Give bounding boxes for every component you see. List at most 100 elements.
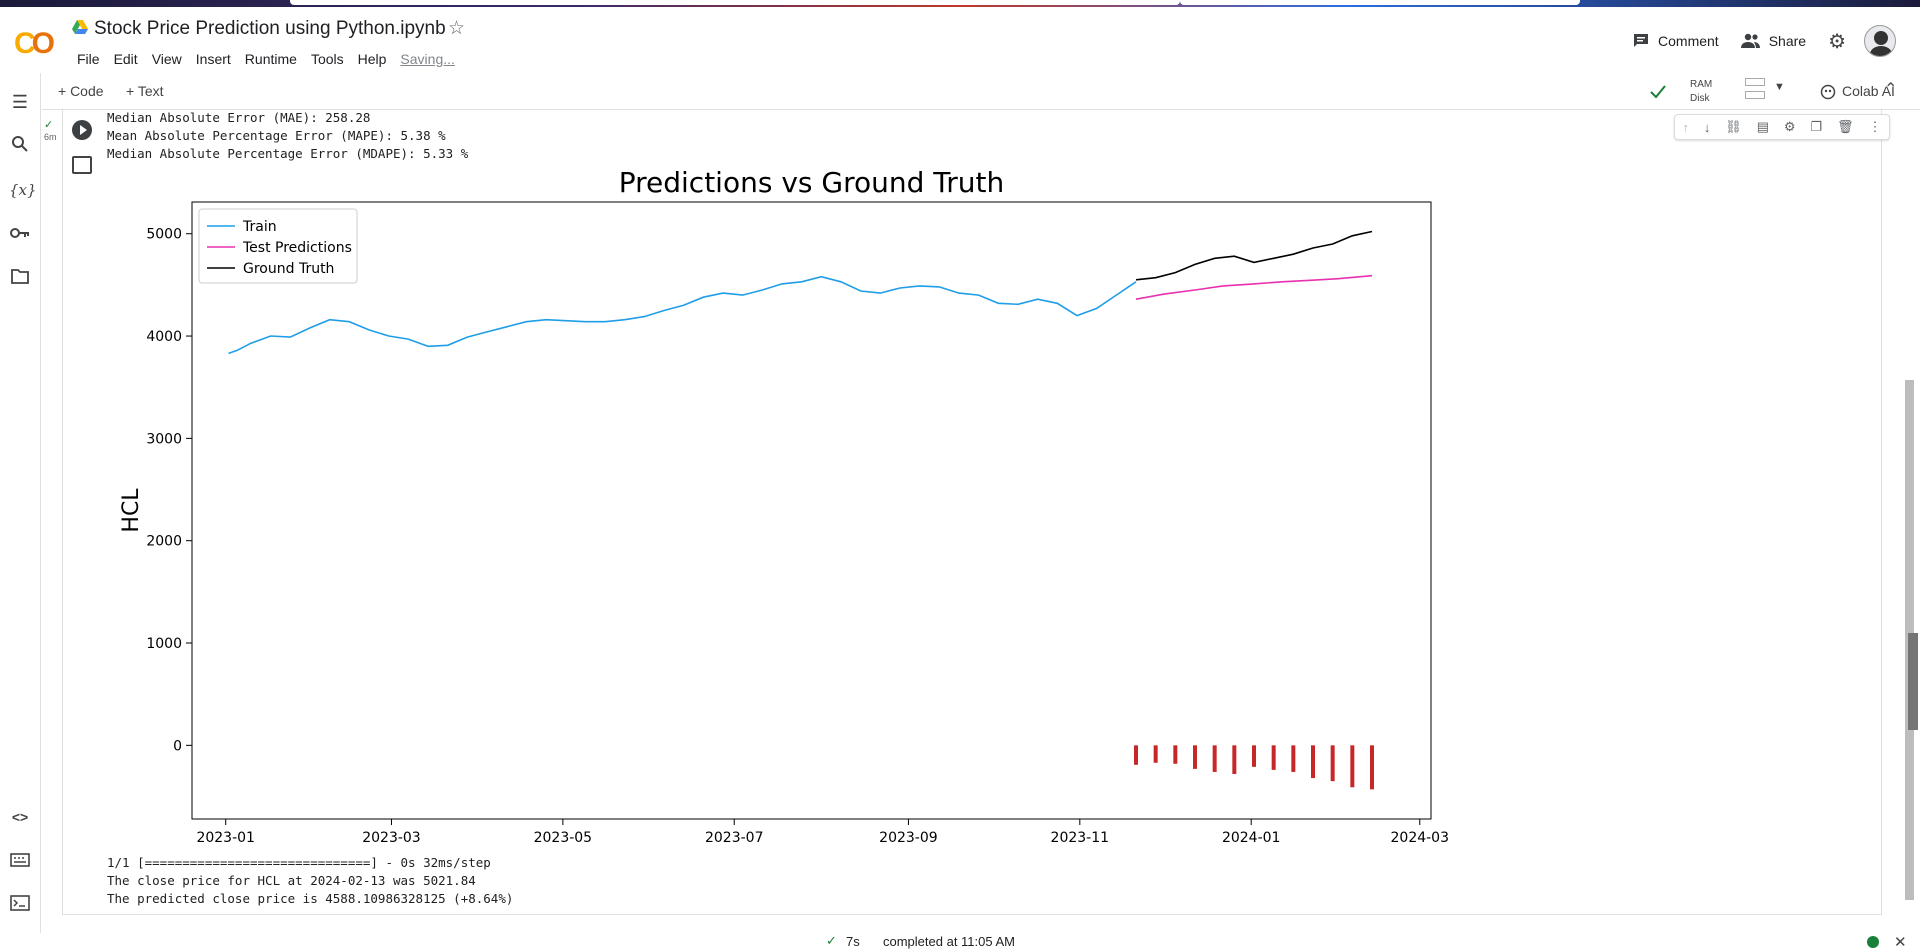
output-line-mape: Mean Absolute Percentage Error (MAPE): 5… [107, 128, 446, 143]
residual-bar [1173, 745, 1178, 764]
series-line-train [228, 275, 1137, 355]
user-avatar[interactable] [1864, 25, 1896, 57]
legend-label-1: Test Predictions [242, 240, 352, 256]
terminal-icon[interactable] [9, 894, 31, 916]
comment-cell-icon[interactable]: ▤ [1756, 119, 1769, 134]
ram-usage-bar [1745, 78, 1765, 86]
secrets-key-icon[interactable] [9, 223, 31, 245]
x-tick-label-2023-01: 2023-01 [196, 830, 255, 846]
residual-bar [1271, 745, 1276, 770]
mirror-cell-icon[interactable]: ❐ [1810, 119, 1823, 134]
app-header: CO Stock Price Prediction using Python.i… [0, 7, 1920, 73]
header-actions: Comment Share ⚙ [1632, 23, 1920, 59]
x-tick-label-2023-05: 2023-05 [534, 830, 593, 846]
delete-cell-icon[interactable]: 🗑 [1837, 119, 1854, 134]
series-line-ground-truth [1135, 230, 1373, 281]
people-icon [1740, 33, 1760, 48]
x-tick-label-2023-09: 2023-09 [879, 830, 938, 846]
colab-ai-icon [1820, 84, 1836, 100]
ram-label: RAM [1690, 79, 1713, 90]
x-tick-label-2023-11: 2023-11 [1051, 830, 1110, 846]
cell-toolbar: ↑ ↓ ⛓ ▤ ⚙ ❐ 🗑 ⋮ [1674, 114, 1890, 140]
output-line-mdape: Median Absolute Percentage Error (MDAPE)… [107, 146, 469, 161]
variables-icon[interactable]: {x} [9, 181, 37, 199]
chart-title: Predictions vs Ground Truth [619, 166, 1005, 199]
settings-gear-icon[interactable]: ⚙ [1828, 30, 1846, 53]
colab-logo[interactable]: CO [14, 27, 55, 60]
y-tick-label-2000: 2000 [146, 534, 182, 550]
search-icon[interactable] [9, 135, 31, 157]
residual-bar [1350, 745, 1355, 788]
x-tick-label-2024-03: 2024-03 [1391, 830, 1450, 846]
residual-bar [1212, 745, 1217, 772]
x-tick-label-2023-07: 2023-07 [705, 830, 764, 846]
comment-button[interactable]: Comment [1632, 32, 1719, 50]
add-code-button[interactable]: + Code [58, 83, 104, 99]
status-check-icon: ✓ [826, 933, 837, 948]
menu-edit[interactable]: Edit [113, 51, 138, 67]
output-line-mae: Median Absolute Error (MAE): 258.28 [107, 110, 371, 125]
menu-file[interactable]: File [77, 51, 100, 67]
connected-check-icon [1650, 85, 1666, 99]
colab-ai-button[interactable]: Colab AI [1842, 83, 1895, 99]
collapse-header-chevron-icon[interactable]: ⌃ [1884, 81, 1898, 98]
more-options-icon[interactable]: ⋮ [1868, 119, 1882, 134]
star-icon[interactable]: ☆ [448, 18, 466, 39]
close-status-icon[interactable]: ✕ [1894, 934, 1907, 951]
status-completed: completed at 11:05 AM [883, 934, 1016, 949]
residual-bar [1153, 745, 1158, 763]
page-scrollbar-thumb[interactable] [1908, 633, 1918, 730]
disk-label: Disk [1690, 93, 1710, 104]
left-sidebar: ☰ {x} <> [0, 73, 41, 933]
menu-tools[interactable]: Tools [310, 51, 344, 67]
legend-box [198, 208, 358, 284]
move-down-icon[interactable]: ↓ [1703, 119, 1711, 135]
saving-status[interactable]: Saving... [400, 51, 455, 67]
move-up-icon[interactable]: ↑ [1682, 119, 1689, 135]
menu-runtime[interactable]: Runtime [244, 51, 297, 67]
menu-view[interactable]: View [151, 51, 182, 67]
output-actions-icon[interactable] [72, 156, 92, 174]
share-button[interactable]: Share [1740, 33, 1807, 49]
link-icon[interactable]: ⛓ [1725, 119, 1742, 134]
chart-svg: Predictions vs Ground Truth 2023-01 2023-0… [119, 166, 1450, 846]
cell-exec-time: 6m [44, 132, 57, 142]
share-label: Share [1768, 33, 1807, 49]
cell-settings-icon[interactable]: ⚙ [1783, 119, 1796, 134]
command-palette-icon[interactable] [9, 850, 31, 872]
residual-bar [1134, 745, 1138, 765]
runtime-dropdown-icon[interactable]: ▼ [1774, 81, 1785, 93]
residual-bar [1330, 745, 1335, 782]
comment-icon [1634, 34, 1649, 47]
series-line-test-predictions [1135, 274, 1373, 300]
legend-label-0: Train [242, 219, 277, 235]
code-snippets-icon[interactable]: <> [11, 809, 29, 825]
menu-help[interactable]: Help [357, 51, 387, 67]
status-bar: ✓ 7s completed at 11:05 AM ✕ [0, 933, 1920, 951]
add-text-button[interactable]: + Text [126, 83, 164, 99]
chart-figure: Predictions vs Ground Truth 2023-01 2023-0… [100, 160, 1480, 850]
code-cell [62, 110, 1882, 915]
y-tick-label-1000: 1000 [146, 636, 182, 652]
y-tick-label-0: 0 [173, 738, 182, 754]
google-drive-icon [72, 20, 88, 34]
resource-monitor[interactable]: RAM Disk [1690, 78, 1712, 106]
table-of-contents-icon[interactable]: ☰ [11, 92, 29, 112]
comment-label: Comment [1658, 33, 1719, 49]
files-folder-icon[interactable] [9, 267, 31, 289]
y-tick-label-4000: 4000 [146, 329, 182, 345]
cell-success-check-icon: ✓ [44, 119, 54, 131]
y-tick-label-5000: 5000 [146, 227, 182, 243]
menu-insert[interactable]: Insert [195, 51, 231, 67]
y-tick-label-3000: 3000 [146, 431, 182, 447]
status-duration: 7s [846, 934, 860, 949]
notebook-toolbar: + Code + Text RAM Disk ▼ Colab AI ⌃ [42, 73, 1920, 110]
legend-label-2: Ground Truth [243, 261, 334, 277]
x-tick-label-2024-01: 2024-01 [1222, 830, 1281, 846]
residual-bar [1193, 745, 1197, 769]
residual-bar [1311, 745, 1315, 779]
notebook-title[interactable]: Stock Price Prediction using Python.ipyn… [94, 18, 446, 39]
run-cell-button[interactable] [72, 120, 92, 140]
browser-top-strip [0, 0, 1920, 7]
status-connected-dot [1867, 936, 1879, 948]
